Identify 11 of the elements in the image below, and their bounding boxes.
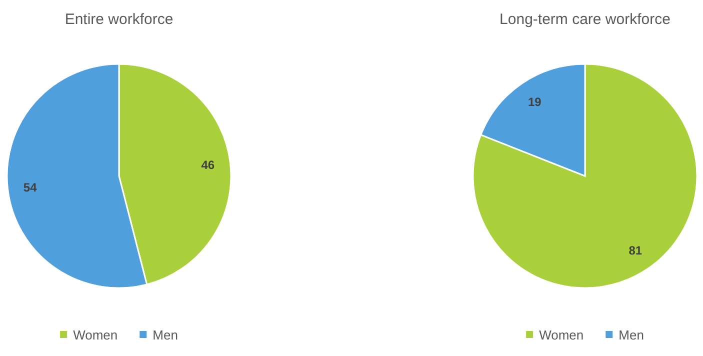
- legend-label: Men: [152, 328, 178, 343]
- chart-title: Long-term care workforce: [500, 11, 670, 28]
- data-label: 81: [628, 243, 642, 258]
- legend-label: Women: [73, 328, 118, 343]
- pie-slice: [472, 63, 698, 289]
- data-label: 46: [201, 158, 215, 172]
- data-label: 19: [528, 95, 542, 110]
- legend-label: Men: [618, 328, 644, 343]
- data-label: 54: [23, 180, 38, 194]
- chart-title: Entire workforce: [64, 11, 174, 28]
- legend-label: Women: [539, 328, 584, 343]
